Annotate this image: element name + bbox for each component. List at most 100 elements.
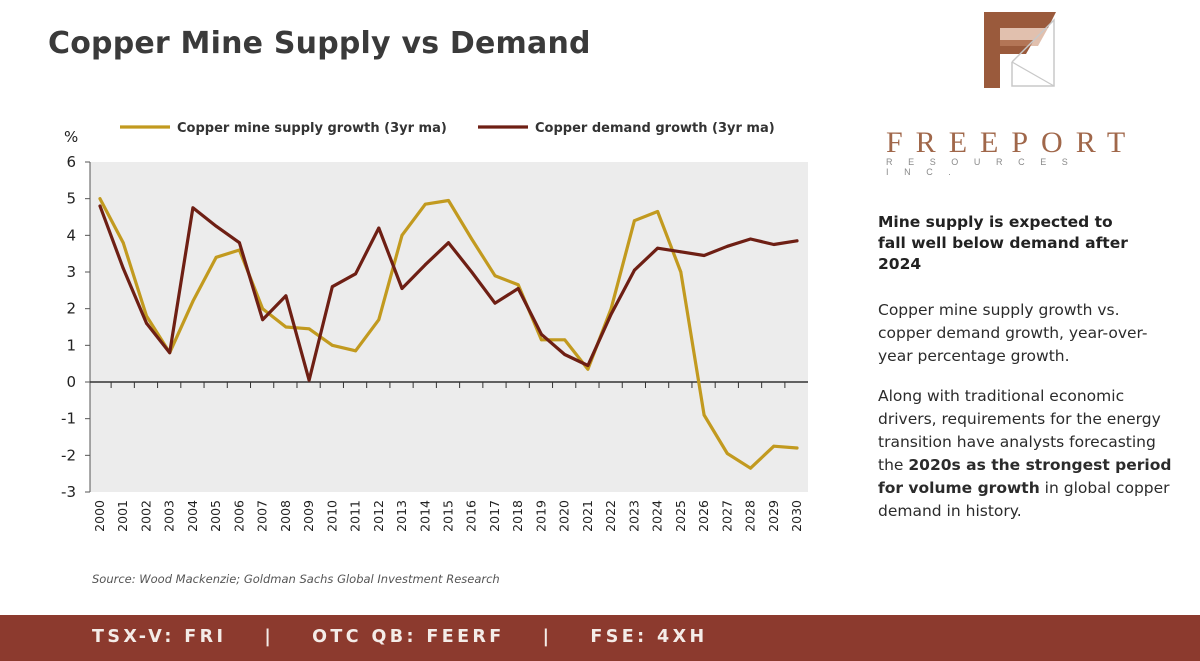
legend-label: Copper demand growth (3yr ma) [535,121,775,136]
demand-data-point [772,243,776,246]
demand-data-point [98,204,102,208]
supply-data-point [423,202,427,206]
y-tick-label: 5 [66,190,76,208]
y-tick-label: 2 [66,300,76,318]
demand-data-point [795,239,799,243]
x-tick-label: 2028 [743,500,758,532]
footer-bar [0,615,1200,661]
supply-data-point [795,446,799,450]
supply-data-point [632,219,636,223]
supply-data-point [772,444,776,448]
x-tick-label: 2006 [231,500,246,532]
x-tick-label: 2025 [673,500,688,532]
x-tick-label: 2009 [301,500,316,532]
x-tick-label: 2023 [626,500,641,532]
source-note: Source: Wood Mackenzie; Goldman Sachs Gl… [92,572,500,586]
demand-data-point [284,294,288,298]
demand-data-point [725,244,729,248]
supply-data-point [307,327,311,331]
demand-data-point [632,268,636,272]
demand-data-point [702,254,706,257]
supply-data-point [98,197,102,201]
supply-data-point [702,413,706,417]
supply-data-point [656,210,659,213]
demand-data-point [354,272,357,276]
supply-data-point [354,349,357,353]
demand-data-point [586,364,590,367]
supply-data-point [679,270,683,274]
supply-data-point [586,367,590,371]
demand-data-point [656,246,659,250]
supply-data-point [470,237,474,241]
x-tick-label: 2026 [696,500,711,532]
demand-data-point [563,353,567,356]
y-tick-label: 4 [66,226,76,244]
x-tick-label: 2022 [603,500,618,532]
sidebar-heading: Mine supply is expected to fall well bel… [878,213,1128,273]
demand-data-point [145,321,148,325]
sidebar-paragraph-1: Copper mine supply growth vs. copper dem… [878,301,1148,365]
y-axis-unit: % [64,128,78,146]
demand-data-point [609,312,613,316]
supply-data-point [725,452,729,455]
x-tick-label: 2008 [278,500,293,532]
supply-data-point [284,325,288,329]
y-tick-label: 0 [66,373,76,391]
demand-data-point [330,285,334,289]
x-tick-label: 2024 [650,500,665,532]
demand-data-point [540,332,543,336]
supply-data-point [516,283,520,287]
supply-data-point [563,338,567,342]
page-title: Copper Mine Supply vs Demand [48,26,591,61]
demand-data-point [121,266,125,270]
x-tick-label: 2015 [441,500,456,532]
x-tick-label: 2019 [533,500,548,532]
supply-data-point [145,314,148,318]
y-tick-label: 6 [66,153,76,171]
x-tick-label: 2027 [719,500,734,532]
x-tick-label: 2016 [464,500,479,532]
brand-name: FREEPORT [886,126,1139,159]
demand-data-point [470,270,474,274]
footer-tickers: TSX-V: FRI | OTC QB: FEERF | FSE: 4XH [92,627,708,647]
x-tick-label: 2003 [162,500,177,532]
supply-data-point [261,307,265,311]
demand-data-point [679,250,683,254]
demand-data-point [238,241,241,245]
y-tick-label: 3 [66,263,76,281]
x-tick-label: 2030 [789,500,804,532]
x-tick-label: 2010 [324,500,339,532]
demand-data-point [377,226,381,230]
y-tick-label: 1 [66,336,76,354]
demand-data-point [214,224,218,228]
x-tick-label: 2014 [417,500,432,532]
freeport-logo-icon [984,12,1056,88]
supply-data-point [447,199,450,202]
x-tick-label: 2002 [138,500,153,532]
demand-data-point [423,263,427,267]
x-tick-label: 2012 [371,500,386,532]
demand-data-point [516,287,520,290]
supply-data-point [749,466,752,470]
supply-data-point [214,255,218,259]
x-tick-label: 2013 [394,500,409,532]
demand-data-point [749,237,752,241]
x-tick-label: 2021 [580,500,595,532]
x-tick-label: 2029 [766,500,781,532]
y-tick-label: -2 [61,446,76,464]
supply-data-point [377,318,381,322]
x-tick-label: 2000 [92,500,107,532]
sidebar-p2-part: in global copper demand in history. [878,479,1170,520]
x-tick-label: 2018 [510,500,525,532]
supply-data-point [121,241,125,245]
brand-subtitle: RESOURCES INC. [886,157,1084,177]
x-tick-label: 2001 [115,500,130,532]
x-tick-label: 2017 [487,500,502,532]
demand-data-point [307,378,311,382]
y-tick-label: -3 [61,483,76,501]
demand-data-point [168,351,172,355]
supply-data-point [330,343,334,347]
supply-data-point [400,233,404,237]
sidebar-paragraph-2: Along with traditional economic drivers,… [878,385,1178,523]
x-tick-label: 2011 [348,500,363,532]
